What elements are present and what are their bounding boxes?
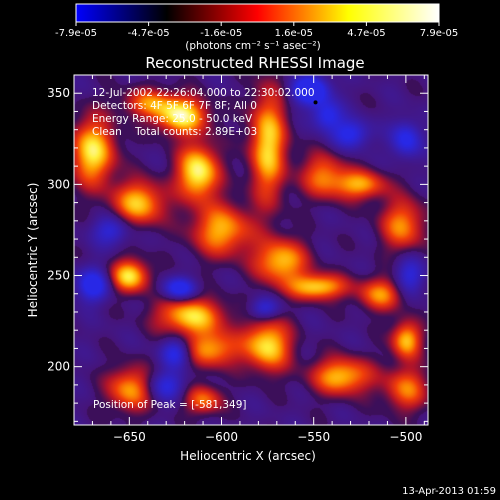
annotation-block: 12-Jul-2002 22:26:04.000 to 22:30:02.000… [92,87,315,138]
colorbar-tick-label: 1.6e-05 [275,28,313,39]
colorbar-tick-label: -4.7e-05 [128,28,170,39]
y-tick-label: 200 [47,360,70,374]
annotation-time: 12-Jul-2002 22:26:04.000 to 22:30:02.000 [92,87,315,99]
annotation-detectors: Detectors: 4F 5F 6F 7F 8F; All 0 [92,100,257,112]
colorbar: -7.9e-05 -4.7e-05 -1.6e-05 1.6e-05 4.7e-05 7.… [55,3,458,52]
x-tick-label: −500 [389,430,422,444]
x-tick-label: −650 [113,430,146,444]
y-axis-label: Heliocentric Y (arcsec) [26,183,40,318]
peak-position-label: Position of Peak = [-581,349] [93,399,247,411]
y-tick-label: 300 [47,177,70,191]
axis-ticks: −650 −600 −550 −500 200 250 300 350 [47,74,428,444]
footer-timestamp: 13-Apr-2013 01:59 [402,486,496,497]
y-tick-label: 350 [47,86,70,100]
heatmap-image [74,75,428,425]
y-tick-label: 250 [47,269,70,283]
peak-marker [313,100,318,105]
x-axis-label: Heliocentric X (arcsec) [180,449,316,463]
x-tick-label: −600 [205,430,238,444]
plot-frame [73,74,429,426]
colorbar-tick-label: -7.9e-05 [55,28,97,39]
chart-title: Reconstructed RHESSI Image [145,54,364,72]
annotation-counts: Clean Total counts: 2.89E+03 [92,126,257,138]
annotation-energy: Energy Range: 25.0 - 50.0 keV [92,113,253,125]
colorbar-ticks: -7.9e-05 -4.7e-05 -1.6e-05 1.6e-05 4.7e-05 7.… [55,22,458,39]
colorbar-tick-label: 7.9e-05 [420,28,458,39]
colorbar-tick-label: -1.6e-05 [200,28,242,39]
x-tick-label: −550 [297,430,330,444]
colorbar-units: (photons cm⁻² s⁻¹ asec⁻²) [185,40,320,52]
colorbar-tick-label: 4.7e-05 [347,28,385,39]
